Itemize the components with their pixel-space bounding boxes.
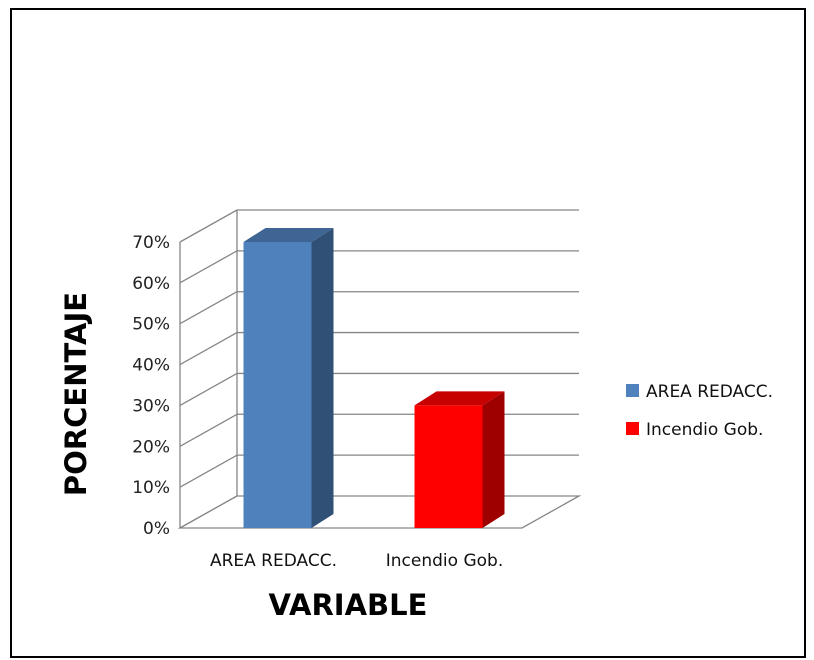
- y-tick-label-2: 20%: [132, 437, 170, 457]
- gridline-side-5: [179, 291, 238, 325]
- bar-top-1: [414, 391, 505, 406]
- bar-front-0: [243, 242, 312, 528]
- gridline-side-7: [179, 209, 238, 243]
- bar-0: [243, 228, 334, 528]
- y-tick-label-5: 50%: [132, 315, 170, 335]
- bar-top-0: [243, 228, 334, 242]
- bars: [243, 228, 505, 528]
- y-tick-label-1: 10%: [132, 478, 170, 498]
- y-tick-label-4: 40%: [132, 356, 170, 376]
- gridline-side-2: [179, 413, 238, 447]
- legend-swatch-1: [626, 422, 639, 435]
- y-axis-ticks: 0% 10% 20% 30% 40% 50% 60% 70%: [132, 233, 170, 539]
- x-axis-title: VARIABLE: [269, 588, 428, 622]
- x-category-label-0: AREA REDACC.: [210, 551, 337, 571]
- x-axis-categories: AREA REDACC. Incendio Gob.: [210, 551, 503, 571]
- y-axis-title: PORCENTAJE: [59, 292, 93, 496]
- bar-1: [414, 391, 505, 528]
- legend-swatch-0: [626, 384, 639, 397]
- gridline-side-4: [179, 332, 238, 366]
- bar-chart: 0% 10% 20% 30% 40% 50% 60% 70% AREA REDACC. Ince…: [59, 209, 773, 622]
- legend-label-0: AREA REDACC.: [646, 382, 773, 402]
- bar-side-0: [311, 228, 334, 528]
- y-tick-label-6: 60%: [132, 274, 170, 294]
- legend-label-1: Incendio Gob.: [646, 420, 763, 440]
- x-category-label-1: Incendio Gob.: [386, 551, 503, 571]
- gridlines: [177, 209, 582, 529]
- y-tick-label-3: 30%: [132, 396, 170, 416]
- y-tick-label-0: 0%: [143, 519, 170, 539]
- bar-side-1: [482, 391, 505, 528]
- gridline-side-6: [179, 250, 238, 284]
- bar-front-1: [414, 405, 483, 528]
- chart-frame: 0% 10% 20% 30% 40% 50% 60% 70% AREA REDACC. Ince…: [10, 8, 806, 658]
- y-tick-label-7: 70%: [132, 233, 170, 253]
- gridline-side-3: [179, 372, 238, 406]
- legend: AREA REDACC. Incendio Gob.: [626, 382, 773, 440]
- gridline-side-1: [179, 454, 238, 488]
- chart-floor: [177, 495, 582, 529]
